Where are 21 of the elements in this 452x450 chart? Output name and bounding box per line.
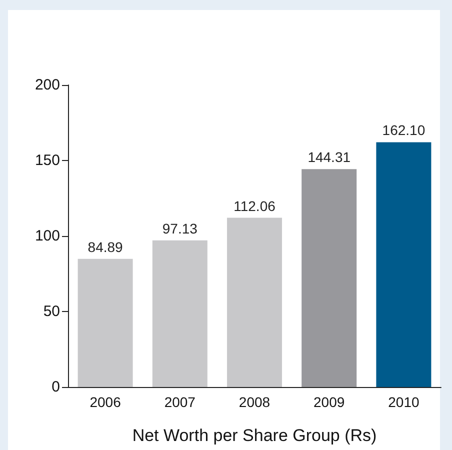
- y-tick-label: 50: [43, 303, 60, 320]
- x-tick-label: 2006: [90, 394, 122, 410]
- bar: [227, 218, 282, 387]
- y-tick-label: 100: [34, 228, 60, 244]
- y-tick-label: 0: [52, 378, 60, 396]
- x-tick-label: 2007: [164, 394, 196, 410]
- x-tick-label: 2009: [314, 394, 345, 410]
- data-label: 84.89: [88, 238, 124, 255]
- bar: [152, 240, 208, 387]
- y-tick-label: 200: [34, 76, 60, 94]
- y-tick-label: 150: [34, 152, 60, 169]
- data-label: 112.06: [234, 198, 276, 214]
- x-axis-title: Net Worth per Share Group (Rs): [132, 426, 377, 445]
- bar: [302, 169, 357, 387]
- bar: [78, 258, 133, 387]
- x-tick-label: 2010: [388, 394, 420, 410]
- data-label: 144.31: [308, 149, 351, 166]
- data-label: 162.10: [382, 122, 426, 138]
- x-tick-label: 2008: [238, 394, 270, 410]
- bar: [376, 142, 432, 387]
- data-label: 97.13: [162, 220, 198, 236]
